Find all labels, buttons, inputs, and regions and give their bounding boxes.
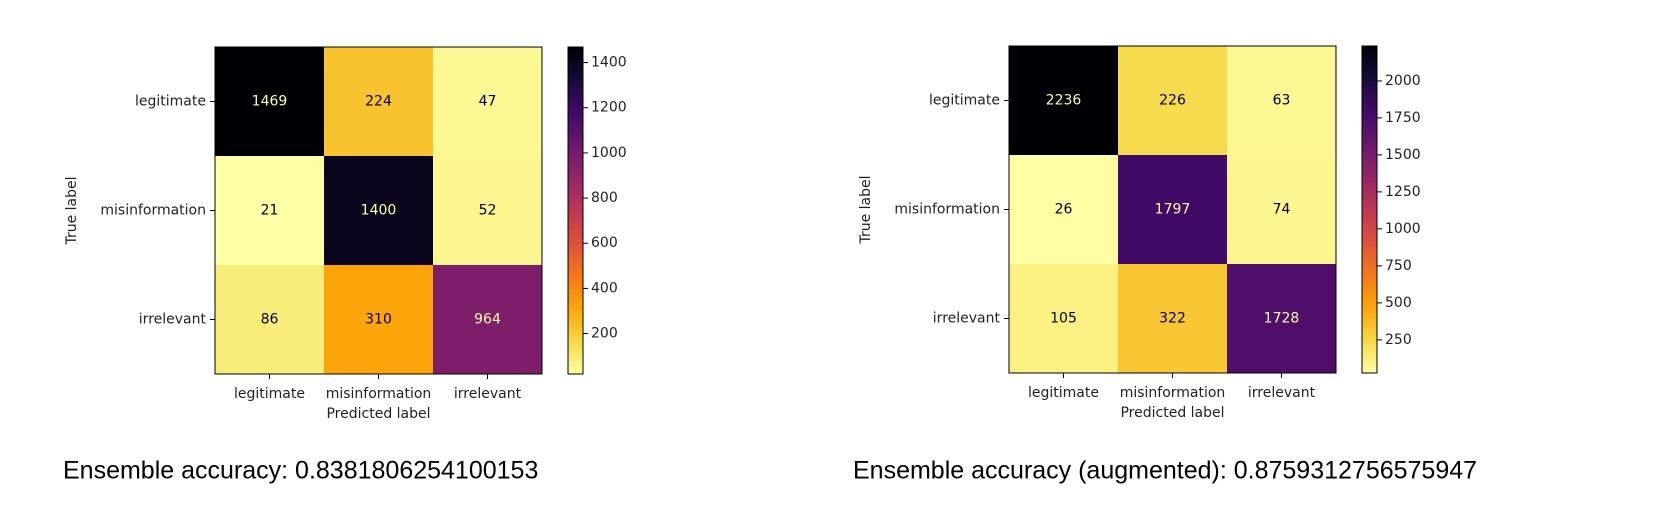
heatmap-cell <box>324 265 434 375</box>
x-tick-label: irrelevant <box>1248 385 1316 401</box>
caption: Ensemble accuracy (augmented): 0.8759312… <box>853 457 1477 485</box>
colorbar-tick-label: 2000 <box>1385 73 1421 89</box>
cell-label: 63 <box>1273 93 1291 109</box>
heatmap-cell <box>1118 46 1228 156</box>
y-tick-label: misinformation <box>100 203 206 219</box>
heatmap-cell <box>1009 46 1119 156</box>
x-tick-label: irrelevant <box>454 386 522 402</box>
cell-label: 1728 <box>1264 311 1300 327</box>
heatmap-cell <box>1118 264 1228 374</box>
y-axis-label: True label <box>64 176 80 245</box>
y-tick-label: legitimate <box>929 93 1000 109</box>
colorbar-tick-label: 750 <box>1385 258 1412 274</box>
heatmap-cell <box>324 47 434 157</box>
y-axis-label: True label <box>858 175 874 244</box>
y-tick-label: misinformation <box>894 202 1000 218</box>
heatmap-cell <box>1227 264 1337 374</box>
heatmap-cell <box>433 265 543 375</box>
heatmap-cell <box>215 156 325 266</box>
x-axis-label: Predicted label <box>326 406 430 422</box>
heatmap-cell <box>1009 155 1119 265</box>
cell-label: 2236 <box>1046 93 1082 109</box>
colorbar-tick-label: 500 <box>1385 295 1412 311</box>
heatmap-cell <box>215 265 325 375</box>
heatmap-cell <box>215 47 325 157</box>
cell-label: 1400 <box>361 203 397 219</box>
cell-label: 964 <box>474 312 501 328</box>
colorbar <box>567 46 584 375</box>
cell-label: 21 <box>261 203 279 219</box>
colorbar-tick-label: 1250 <box>1385 184 1421 200</box>
cell-label: 1469 <box>252 94 288 110</box>
y-tick-label: legitimate <box>135 94 206 110</box>
colorbar-tick-label: 800 <box>591 190 618 206</box>
y-tick-label: irrelevant <box>139 312 207 328</box>
heatmap-cell <box>433 156 543 266</box>
y-tick-label: irrelevant <box>933 311 1001 327</box>
cell-label: 86 <box>261 312 279 328</box>
x-tick-label: legitimate <box>1028 385 1099 401</box>
cell-label: 47 <box>479 94 497 110</box>
x-axis-label: Predicted label <box>1120 405 1224 421</box>
cell-label: 226 <box>1159 93 1186 109</box>
colorbar-tick-label: 1000 <box>591 145 627 161</box>
cell-label: 224 <box>365 94 392 110</box>
colorbar-tick-label: 250 <box>1385 332 1412 348</box>
cell-label: 105 <box>1050 311 1077 327</box>
caption: Ensemble accuracy: 0.8381806254100153 <box>63 457 538 485</box>
colorbar-tick-label: 200 <box>591 326 618 342</box>
heatmap-cell <box>1227 155 1337 265</box>
heatmap-cell <box>1227 46 1337 156</box>
x-tick-label: misinformation <box>1120 385 1226 401</box>
colorbar-tick-label: 1400 <box>591 55 627 71</box>
colorbar-tick-label: 400 <box>591 280 618 296</box>
cell-label: 74 <box>1273 202 1291 218</box>
colorbar-tick-label: 1500 <box>1385 147 1421 163</box>
colorbar <box>1361 45 1378 374</box>
cell-label: 52 <box>479 203 497 219</box>
cell-label: 1797 <box>1155 202 1191 218</box>
heatmap-cell <box>1118 155 1228 265</box>
cell-label: 322 <box>1159 311 1186 327</box>
x-tick-label: misinformation <box>326 386 432 402</box>
cell-label: 310 <box>365 312 392 328</box>
colorbar-tick-label: 600 <box>591 235 618 251</box>
heatmap-cell <box>433 47 543 157</box>
colorbar-tick-label: 1750 <box>1385 110 1421 126</box>
colorbar-tick-label: 1000 <box>1385 221 1421 237</box>
x-tick-label: legitimate <box>234 386 305 402</box>
heatmap-cell <box>1009 264 1119 374</box>
colorbar-tick-label: 1200 <box>591 100 627 116</box>
cell-label: 26 <box>1055 202 1073 218</box>
heatmap-cell <box>324 156 434 266</box>
